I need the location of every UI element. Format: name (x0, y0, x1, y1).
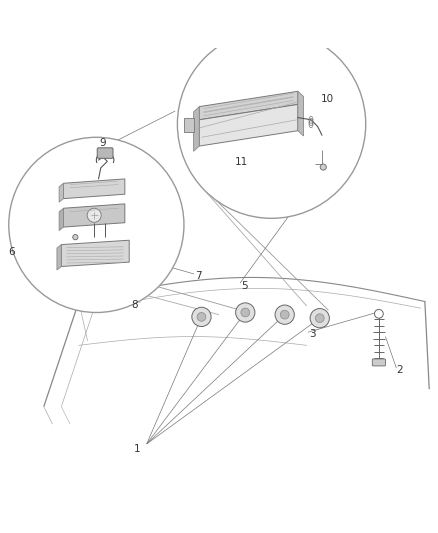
Circle shape (87, 208, 101, 222)
Polygon shape (199, 104, 298, 146)
Polygon shape (59, 183, 64, 202)
FancyBboxPatch shape (184, 118, 194, 133)
Circle shape (310, 309, 329, 328)
Polygon shape (57, 245, 61, 270)
Text: 7: 7 (195, 271, 201, 281)
Polygon shape (298, 91, 304, 136)
Circle shape (73, 235, 78, 240)
Circle shape (315, 314, 324, 322)
FancyBboxPatch shape (97, 148, 113, 158)
Text: 11: 11 (234, 157, 247, 167)
Text: 2: 2 (396, 365, 403, 375)
Text: 8: 8 (131, 300, 138, 310)
Circle shape (275, 305, 294, 324)
Polygon shape (199, 91, 298, 120)
Polygon shape (64, 204, 125, 227)
Circle shape (197, 312, 206, 321)
Circle shape (9, 138, 184, 312)
Circle shape (241, 308, 250, 317)
Text: 10: 10 (321, 94, 334, 104)
Circle shape (320, 164, 326, 170)
Polygon shape (59, 208, 64, 231)
Circle shape (374, 310, 383, 318)
Text: 6: 6 (8, 247, 14, 257)
Text: 5: 5 (241, 281, 247, 291)
Circle shape (236, 303, 255, 322)
FancyBboxPatch shape (372, 359, 385, 366)
Circle shape (192, 307, 211, 327)
Polygon shape (61, 240, 129, 266)
Circle shape (280, 310, 289, 319)
Polygon shape (64, 179, 125, 199)
Text: 3: 3 (309, 329, 315, 339)
Text: 1: 1 (134, 444, 140, 454)
Polygon shape (194, 107, 199, 151)
Circle shape (177, 30, 366, 219)
Text: 9: 9 (100, 138, 106, 148)
